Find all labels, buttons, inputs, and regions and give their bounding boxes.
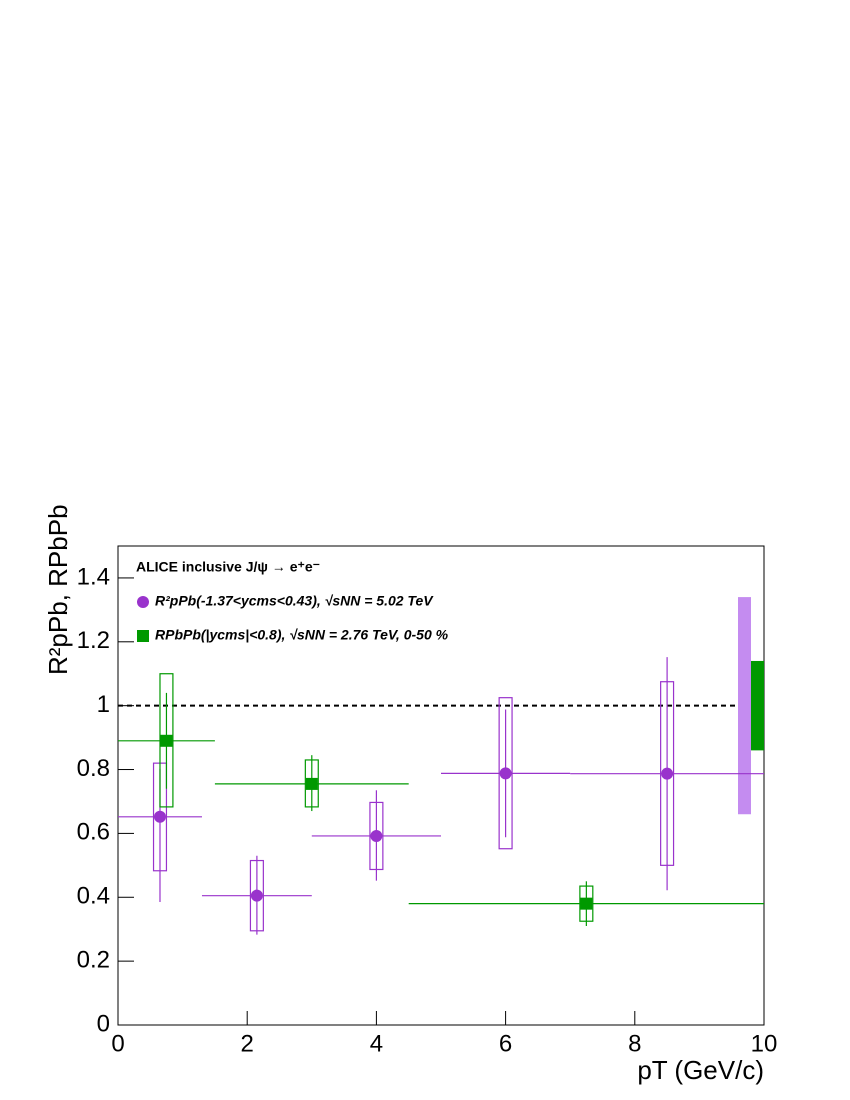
- sys-box: [498, 697, 513, 850]
- y-tick-label: 0.8: [77, 755, 110, 782]
- x-tick-label: 6: [499, 1030, 512, 1057]
- marker: [661, 767, 674, 780]
- y-tick-label: 1: [97, 691, 110, 718]
- sys-box: [159, 673, 174, 808]
- y-tick-label: 1.4: [77, 563, 110, 590]
- x-axis-title: pT (GeV/c): [637, 1055, 764, 1085]
- annotation: ALICE inclusive J/ψ → e⁺e⁻: [136, 559, 320, 575]
- x-tick-label: 4: [370, 1030, 383, 1057]
- legend-marker: [137, 630, 149, 642]
- y-tick-label: 1.2: [77, 627, 110, 654]
- marker: [580, 897, 593, 910]
- x-tick-label: 2: [241, 1030, 254, 1057]
- marker: [370, 829, 383, 842]
- marker: [305, 777, 318, 790]
- marker: [250, 889, 263, 902]
- plot-frame: [117, 545, 765, 1026]
- marker: [153, 810, 166, 823]
- marker: [160, 734, 173, 747]
- legend-label: RPbPb(|ycms|<0.8), √sNN = 2.76 TeV, 0-50…: [155, 627, 449, 643]
- global-uncertainty: [751, 660, 764, 751]
- global-uncertainty: [738, 597, 751, 815]
- y-axis-title: R²pPb, RPbPb: [43, 504, 73, 675]
- x-tick-label: 10: [751, 1030, 778, 1057]
- y-tick-label: 0.6: [77, 819, 110, 846]
- x-tick-label: 8: [628, 1030, 641, 1057]
- y-tick-label: 0: [97, 1010, 110, 1037]
- marker: [499, 767, 512, 780]
- y-tick-label: 0.2: [77, 946, 110, 973]
- x-tick-label: 0: [111, 1030, 124, 1057]
- legend-marker: [137, 596, 149, 608]
- legend-label: R²pPb(-1.37<ycms<0.43), √sNN = 5.02 TeV: [155, 593, 434, 609]
- y-tick-label: 0.4: [77, 883, 110, 910]
